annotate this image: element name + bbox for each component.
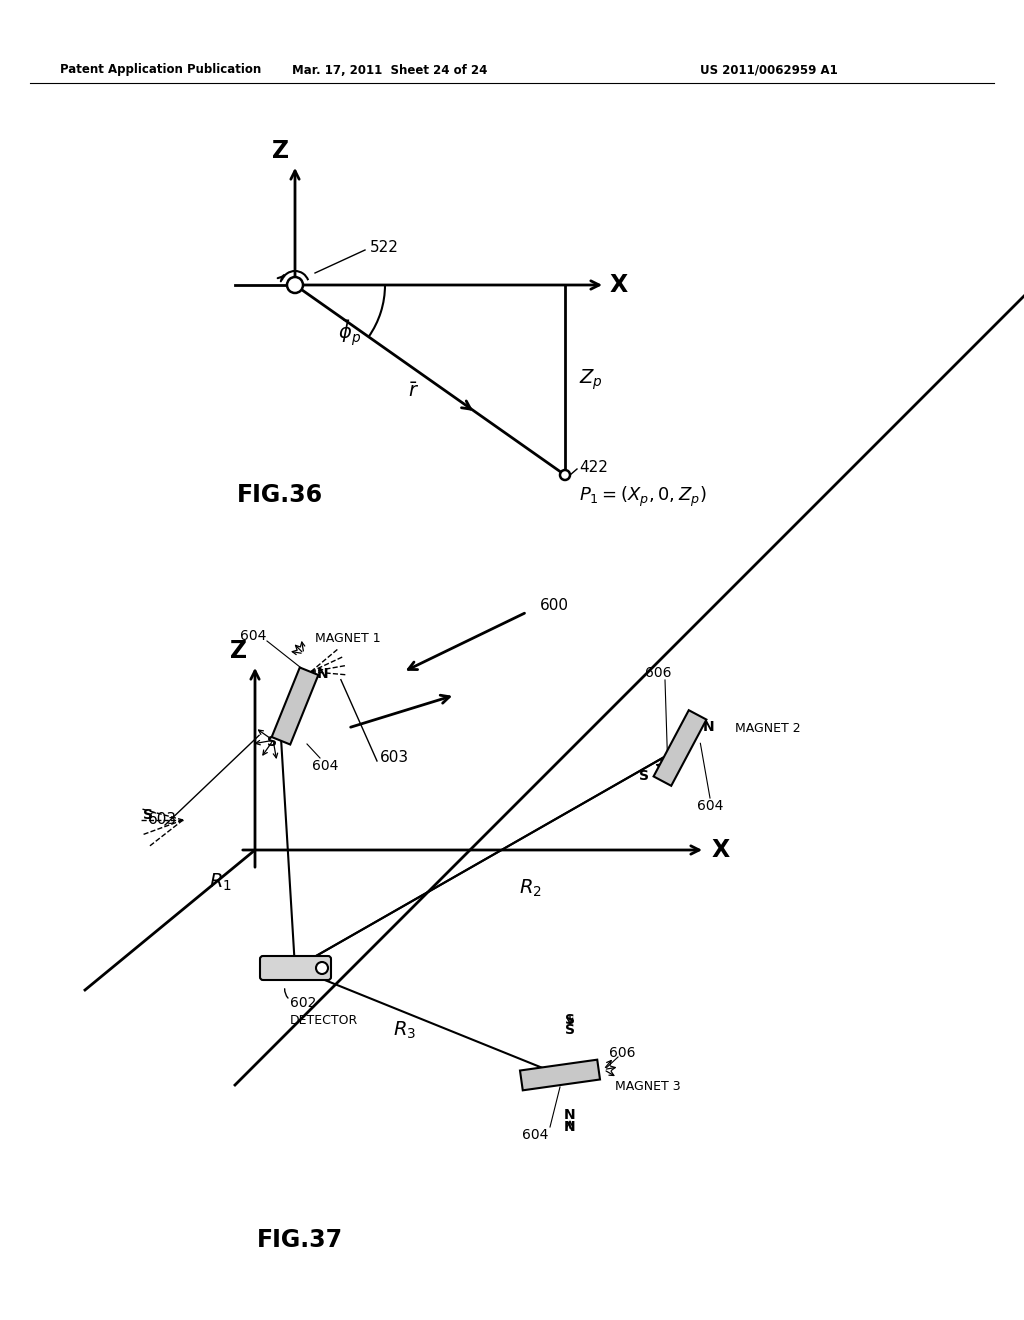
Text: 604: 604: [522, 1129, 548, 1142]
Text: DETECTOR: DETECTOR: [290, 1014, 358, 1027]
FancyBboxPatch shape: [260, 956, 331, 979]
Text: S: S: [639, 768, 648, 783]
Text: N: N: [564, 1119, 575, 1134]
Text: N: N: [564, 1107, 575, 1122]
Text: Mar. 17, 2011  Sheet 24 of 24: Mar. 17, 2011 Sheet 24 of 24: [292, 63, 487, 77]
Text: MAGNET 1: MAGNET 1: [315, 631, 381, 644]
Text: $Z_p$: $Z_p$: [579, 368, 603, 392]
Polygon shape: [520, 1060, 600, 1090]
Text: MAGNET 2: MAGNET 2: [735, 722, 801, 734]
Circle shape: [316, 962, 328, 974]
Text: 604: 604: [696, 799, 723, 813]
Text: S: S: [143, 808, 153, 822]
Text: 422: 422: [579, 459, 608, 474]
Text: $R_2$: $R_2$: [518, 878, 542, 899]
Text: S: S: [565, 1012, 575, 1027]
Circle shape: [560, 470, 570, 480]
Text: S: S: [565, 1023, 575, 1038]
Text: 600: 600: [540, 598, 569, 612]
Text: Z: Z: [272, 139, 290, 162]
Text: MAGNET 3: MAGNET 3: [615, 1081, 681, 1093]
Polygon shape: [271, 668, 318, 744]
Polygon shape: [653, 710, 707, 785]
Text: N: N: [702, 721, 714, 734]
Text: $R_1$: $R_1$: [209, 871, 231, 892]
Text: 602: 602: [290, 997, 316, 1010]
Text: X: X: [712, 838, 730, 862]
Text: Z: Z: [230, 639, 248, 663]
Text: 603: 603: [380, 751, 410, 766]
Text: 604: 604: [240, 630, 266, 643]
Text: S: S: [267, 735, 278, 750]
Text: $R_3$: $R_3$: [393, 1019, 417, 1040]
Text: N: N: [316, 667, 329, 681]
Text: $P_1 = (X_p, 0, Z_p)$: $P_1 = (X_p, 0, Z_p)$: [579, 484, 707, 510]
Circle shape: [287, 277, 303, 293]
Text: X: X: [610, 273, 628, 297]
Text: 606: 606: [645, 667, 672, 680]
Text: 606: 606: [608, 1045, 635, 1060]
Text: 522: 522: [370, 239, 399, 255]
Text: FIG.37: FIG.37: [257, 1228, 343, 1251]
Text: 603: 603: [148, 813, 177, 828]
Text: Patent Application Publication: Patent Application Publication: [60, 63, 261, 77]
Text: 604: 604: [312, 759, 338, 774]
Text: $\bar{\phi}_p$: $\bar{\phi}_p$: [339, 318, 361, 347]
Text: $\bar{r}$: $\bar{r}$: [408, 383, 419, 401]
Text: US 2011/0062959 A1: US 2011/0062959 A1: [700, 63, 838, 77]
Text: FIG.36: FIG.36: [237, 483, 323, 507]
